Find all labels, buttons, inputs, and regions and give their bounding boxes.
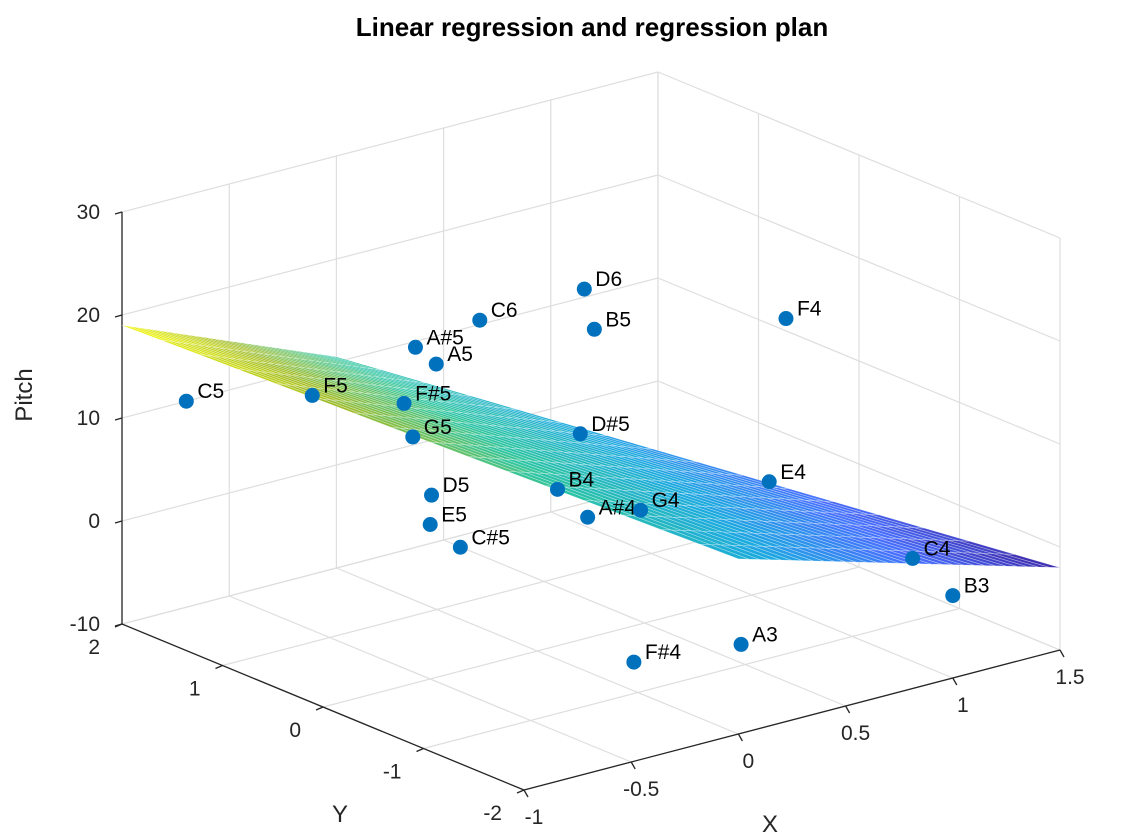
- y-tick-label: 1: [189, 678, 201, 701]
- point-label: G5: [424, 416, 452, 439]
- point-label: D5: [443, 474, 470, 497]
- scatter-point: [407, 339, 423, 355]
- z-tick-mark: [114, 417, 123, 421]
- x-tick-label: 1.5: [1055, 666, 1084, 689]
- z-tick-mark: [114, 623, 123, 627]
- grid-line: [121, 277, 659, 419]
- y-tick-mark: [215, 664, 223, 670]
- z-tick-label: -10: [70, 613, 100, 636]
- x-tick-mark: [952, 677, 958, 686]
- y-axis-label: Y: [332, 801, 348, 828]
- x-tick-label: 0: [743, 750, 755, 773]
- point-label: D6: [595, 268, 622, 291]
- z-tick-label: 0: [88, 510, 100, 533]
- grid-line: [222, 524, 759, 667]
- z-tick-label: 30: [77, 201, 100, 224]
- x-tick-label: 1: [957, 694, 969, 717]
- scatter-point: [428, 356, 444, 372]
- scatter-point: [572, 426, 588, 442]
- y-tick-mark: [315, 706, 324, 711]
- point-label: C6: [491, 299, 518, 322]
- grid-line: [423, 607, 960, 750]
- z-tick-label: 10: [77, 407, 100, 430]
- z-tick-mark: [114, 211, 123, 215]
- regression-plane: [121, 325, 1061, 568]
- scatter-point: [633, 502, 649, 518]
- y-tick-mark: [516, 789, 525, 794]
- point-label: F#5: [415, 382, 451, 405]
- point-label: F#4: [645, 641, 682, 664]
- scatter-point: [452, 539, 468, 555]
- y-tick-label: 2: [88, 636, 100, 659]
- z-tick-label: 20: [77, 304, 100, 327]
- scatter-point: [405, 429, 421, 445]
- scatter-point: [396, 395, 412, 411]
- scatter-point: [761, 474, 777, 490]
- point-label: B5: [605, 308, 631, 331]
- point-label: C5: [197, 380, 224, 403]
- grid-line: [657, 277, 1061, 445]
- scatter-point: [945, 588, 961, 604]
- grid-line: [121, 483, 659, 625]
- point-label: E5: [441, 504, 467, 527]
- point-label: A#5: [426, 326, 463, 349]
- x-tick-label: -1: [525, 806, 544, 829]
- point-label: A#4: [599, 496, 637, 519]
- scatter-point: [576, 281, 592, 297]
- z-axis-label: Pitch: [11, 368, 38, 421]
- grid-line: [121, 71, 659, 213]
- point-label: C4: [924, 537, 951, 560]
- grid-line: [657, 71, 1061, 239]
- x-axis-line: [523, 649, 1061, 791]
- x-tick-mark: [630, 761, 636, 770]
- scatter-point: [626, 654, 642, 670]
- y-tick-label: -2: [483, 802, 502, 825]
- grid-line: [657, 174, 1061, 342]
- y-tick-label: 0: [289, 719, 301, 742]
- x-tick-mark: [737, 733, 743, 742]
- surface-patch: [1004, 553, 1061, 568]
- point-label: D#5: [591, 413, 630, 436]
- point-label: G4: [652, 489, 680, 512]
- y-tick-mark: [416, 747, 424, 753]
- scatter-point: [550, 481, 565, 497]
- point-label: E4: [780, 461, 806, 484]
- scatter-point: [778, 311, 794, 327]
- x-tick-mark: [523, 789, 529, 798]
- scatter-point: [586, 321, 602, 337]
- x-tick-mark: [845, 705, 851, 714]
- scatter-point: [733, 636, 749, 652]
- grid-line: [121, 174, 659, 316]
- scatter-point: [580, 509, 596, 525]
- scatter-point: [178, 393, 194, 409]
- z-tick-mark: [114, 314, 123, 318]
- scatter-point: [422, 517, 438, 532]
- point-label: F4: [797, 298, 822, 321]
- point-label: C#5: [471, 526, 510, 549]
- x-tick-label: -0.5: [623, 778, 659, 801]
- point-label: A3: [752, 623, 778, 646]
- axes: [114, 211, 1065, 798]
- chart-title: Linear regression and regression plan: [356, 12, 828, 42]
- scatter-point: [424, 487, 440, 503]
- point-label: A5: [447, 343, 473, 366]
- point-label: B4: [569, 468, 595, 491]
- scatter-point: [472, 312, 488, 328]
- point-label: F5: [323, 374, 348, 397]
- grid-line: [322, 566, 860, 708]
- x-tick-mark: [1059, 649, 1065, 658]
- x-tick-label: 0.5: [841, 722, 870, 745]
- point-label: B3: [964, 575, 990, 598]
- grid-line: [657, 380, 1061, 548]
- grid-line: [121, 380, 659, 522]
- scatter-point: [304, 387, 320, 403]
- scatter-points: C5 F5 A#5A5 F#5 G5 D5 E5C#5 C6 D6 B5 D#5 B4A#4 G4 F4 E…: [178, 268, 990, 670]
- scatter-point: [905, 550, 921, 566]
- z-tick-mark: [114, 520, 123, 524]
- y-tick-label: -1: [383, 761, 402, 784]
- x-axis-label: X: [762, 811, 778, 838]
